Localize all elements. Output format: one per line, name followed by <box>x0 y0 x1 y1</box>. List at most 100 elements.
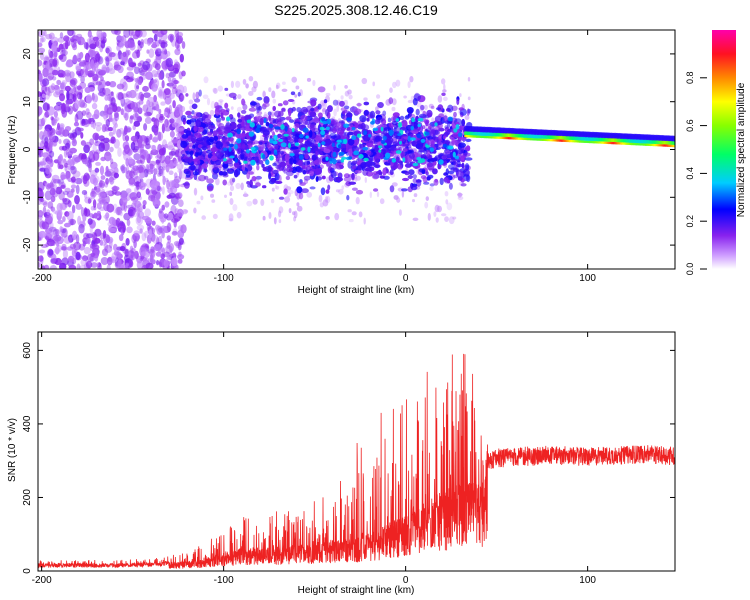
spectrogram-cell <box>453 111 457 118</box>
spectrogram-cell <box>355 189 364 195</box>
spectrogram-cell <box>48 213 54 222</box>
spectrogram-cell <box>457 193 463 197</box>
spectrogram-cell <box>412 128 420 132</box>
spectrogram-cell <box>213 135 219 142</box>
spectrogram-cell <box>171 257 178 267</box>
spectrogram-cell <box>278 138 284 143</box>
spectrogram-cell <box>100 257 109 265</box>
snr-ytick-label: 200 <box>22 489 33 506</box>
spectrogram-cell <box>143 38 149 45</box>
spectrogram-cell <box>176 208 184 217</box>
spectrogram-cell <box>224 102 229 109</box>
spectrogram-cell <box>141 232 147 242</box>
spectrogram-cell <box>420 138 426 143</box>
spectrogram-cell <box>321 175 326 180</box>
spectrogram-cell <box>164 155 171 165</box>
spectrogram-cell <box>267 111 272 116</box>
spectrogram-cell <box>56 79 62 86</box>
spectrogram-cell <box>314 168 322 175</box>
spectrogram-cell <box>113 172 120 179</box>
spectrogram-cell <box>298 159 303 167</box>
spectrogram-cell <box>237 118 243 123</box>
spectrogram-cell <box>348 181 357 185</box>
spectrogram-cell <box>100 40 106 49</box>
spectrogram-cell <box>89 174 97 185</box>
spectrogram-cell <box>399 115 405 121</box>
spectrogram-cell <box>140 251 147 257</box>
snr-xlabel: Height of straight line (km) <box>298 585 415 596</box>
spectrogram-cell <box>138 99 144 105</box>
spectrogram-cell <box>437 205 442 213</box>
spectrogram-cell <box>158 165 164 175</box>
spectrogram-cell <box>425 120 429 127</box>
spectrogram-cell <box>125 170 133 180</box>
spectrogram-cell <box>247 183 252 188</box>
spectrogram-cell <box>265 159 270 165</box>
spectrogram-cell <box>413 193 418 198</box>
spectrogram-cell <box>346 194 350 201</box>
spectrogram-cell <box>363 101 370 106</box>
spectrogram-cell <box>168 92 175 100</box>
spectrogram-ytick-label: 20 <box>22 48 33 60</box>
spectrogram-cell <box>375 110 381 115</box>
spectrogram-cell <box>69 71 75 79</box>
spectrogram-cell <box>164 143 169 149</box>
spectrogram-cell <box>356 103 362 107</box>
spectrogram-cell <box>432 168 438 175</box>
spectrogram-cell <box>285 116 292 121</box>
spectrogram-cell <box>177 169 183 174</box>
spectrogram-cell <box>123 125 128 135</box>
spectrogram-cell <box>347 131 355 136</box>
spectrogram-cell <box>433 211 437 217</box>
spectrogram-cell <box>65 149 69 156</box>
spectrogram-cell <box>154 63 161 71</box>
spectrogram-cell <box>464 157 473 161</box>
spectrogram-cell <box>162 47 167 55</box>
spectrogram-cell <box>87 30 92 38</box>
spectrogram-cell <box>426 176 431 181</box>
spectrogram-cell <box>246 200 253 207</box>
spectrogram-cell <box>296 167 303 173</box>
spectrogram-cell <box>430 105 435 110</box>
spectrogram-cell <box>145 137 150 143</box>
spectrogram-cell <box>226 181 233 186</box>
spectrogram-cell <box>38 146 42 156</box>
spectrogram-cell <box>388 97 394 105</box>
spectrogram-cell <box>158 72 162 80</box>
spectrogram-cell <box>94 228 102 237</box>
spectrogram-cell <box>50 231 56 241</box>
spectrogram-cell <box>45 235 50 240</box>
spectrogram-cell <box>74 156 81 163</box>
spectrogram-cell <box>294 122 300 129</box>
spectrogram-cell <box>94 167 100 173</box>
spectrogram-cell <box>444 191 449 197</box>
spectrogram-cell <box>418 113 427 119</box>
spectrogram-cell <box>52 118 58 124</box>
spectrogram-cell <box>268 87 272 92</box>
spectrogram-cell <box>76 85 82 90</box>
spectrogram-cell <box>116 83 125 90</box>
spectrogram-cell <box>321 141 326 146</box>
spectrogram-cell <box>392 112 400 118</box>
spectrogram-cell <box>444 216 449 223</box>
spectrogram-cell <box>124 102 128 111</box>
spectrogram-cell <box>158 168 164 177</box>
spectrogram-cell <box>317 103 322 110</box>
spectrogram-cell <box>410 126 415 131</box>
spectrogram-cell <box>325 189 330 194</box>
spectrogram-cell <box>115 190 119 196</box>
spectrogram-cell <box>248 91 254 96</box>
spectrogram-cell <box>57 219 64 225</box>
spectrogram-cell <box>352 165 357 170</box>
spectrogram-cell <box>416 133 422 139</box>
spectrogram-cell <box>185 110 192 116</box>
spectrogram-cell <box>421 125 426 130</box>
spectrogram-cell <box>155 190 161 201</box>
spectrogram-cell <box>263 96 270 104</box>
spectrogram-cell <box>310 99 317 107</box>
spectrogram-cell <box>284 196 291 203</box>
spectrogram-cell <box>224 87 229 91</box>
spectrogram-cell <box>48 249 54 256</box>
spectrogram-cell <box>117 222 123 231</box>
spectrogram-cell <box>282 81 286 85</box>
